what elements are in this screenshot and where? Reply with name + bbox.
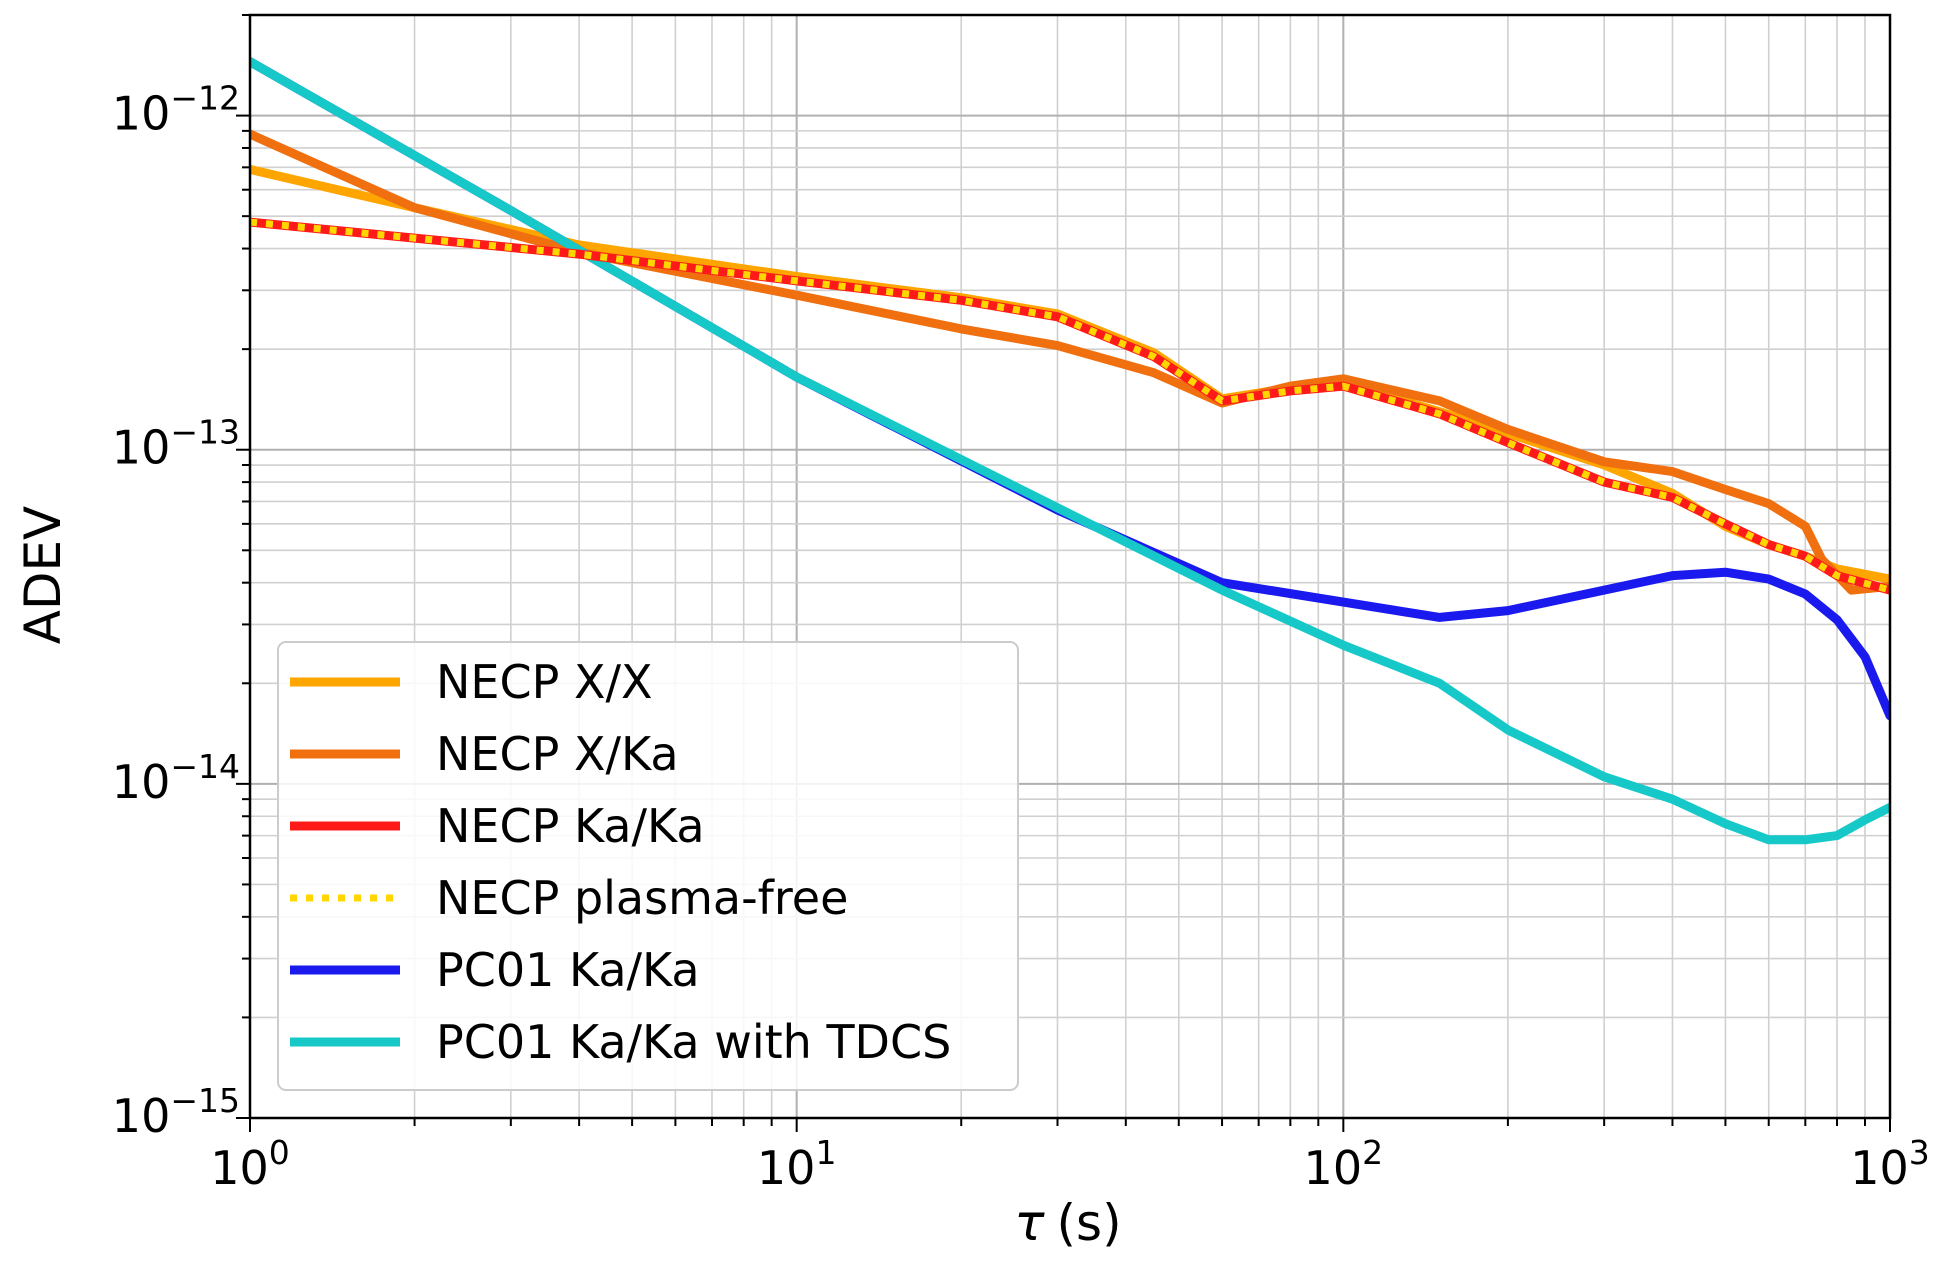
legend-label: NECP plasma-free	[436, 871, 848, 925]
series-line-necp-plasma-free	[250, 218, 1890, 594]
series-lines	[250, 57, 1890, 845]
x-tick-label: 102	[1304, 1133, 1384, 1195]
series-line-pc01-ka-ka-with-tdcs	[250, 57, 1890, 845]
tick-labels: 100 101 102 103 10−12 10−13 10−14 10−15	[112, 79, 1930, 1195]
legend-label: NECP Ka/Ka	[436, 799, 705, 853]
x-tick-label: 100	[210, 1133, 290, 1195]
axis-ticks	[236, 14, 1891, 1132]
y-axis-label: ADEV	[14, 506, 72, 645]
y-tick-label: 10−14	[112, 747, 240, 809]
legend: NECP X/X NECP X/Ka NECP Ka/Ka NECP plasma-f…	[277, 641, 1019, 1091]
x-axis-symbol: τ	[1014, 1194, 1045, 1252]
series-line-necp-x-ka	[250, 129, 1890, 595]
legend-box	[277, 641, 1019, 1091]
x-tick-label: 101	[757, 1133, 837, 1195]
series-line-pc01-ka-ka	[250, 57, 1890, 721]
legend-label: PC01 Ka/Ka	[436, 943, 700, 997]
x-tick-label: 103	[1850, 1133, 1930, 1195]
x-axis-unit: (s)	[1057, 1194, 1122, 1252]
x-axis-label: τ (s)	[1014, 1194, 1121, 1252]
legend-label: NECP X/Ka	[436, 727, 679, 781]
series-line-necp-ka-ka	[250, 217, 1890, 595]
legend-label: PC01 Ka/Ka with TDCS	[436, 1015, 951, 1069]
y-tick-label: 10−13	[112, 413, 240, 475]
y-tick-label: 10−12	[112, 79, 240, 141]
legend-label: NECP X/X	[436, 655, 652, 709]
y-tick-label: 10−15	[112, 1081, 240, 1143]
plot-frame	[248, 13, 1892, 1120]
